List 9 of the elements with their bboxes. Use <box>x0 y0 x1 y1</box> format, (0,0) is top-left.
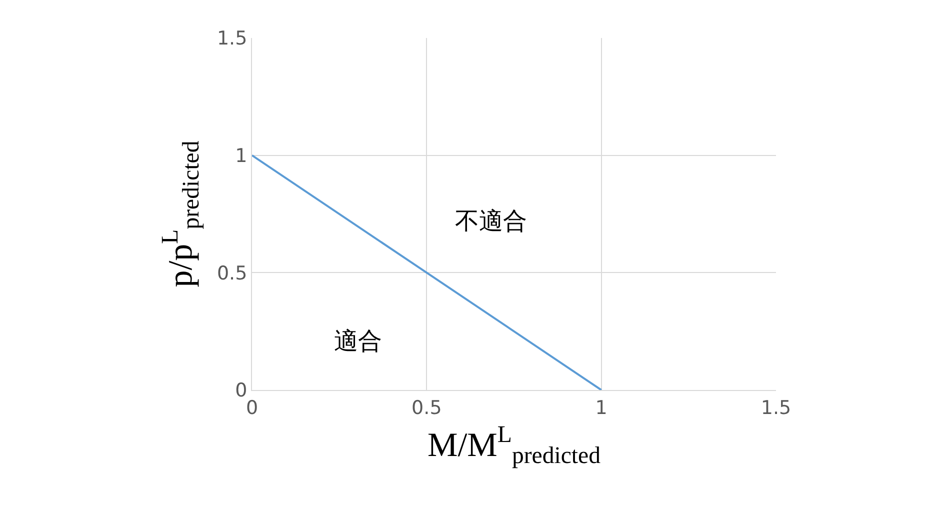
y-tick-label: 0.5 <box>216 262 248 284</box>
x-tick-label: 1.5 <box>760 396 792 419</box>
y-tick-label: 1 <box>235 144 248 167</box>
y-tick-label: 0 <box>235 380 248 402</box>
y-tick-label: 1.5 <box>216 28 248 50</box>
x-tick-label: 1 <box>595 396 608 419</box>
annotation: 不適合 <box>455 207 527 235</box>
annotation: 適合 <box>334 327 382 355</box>
x-tick-label: 0.5 <box>412 396 442 419</box>
